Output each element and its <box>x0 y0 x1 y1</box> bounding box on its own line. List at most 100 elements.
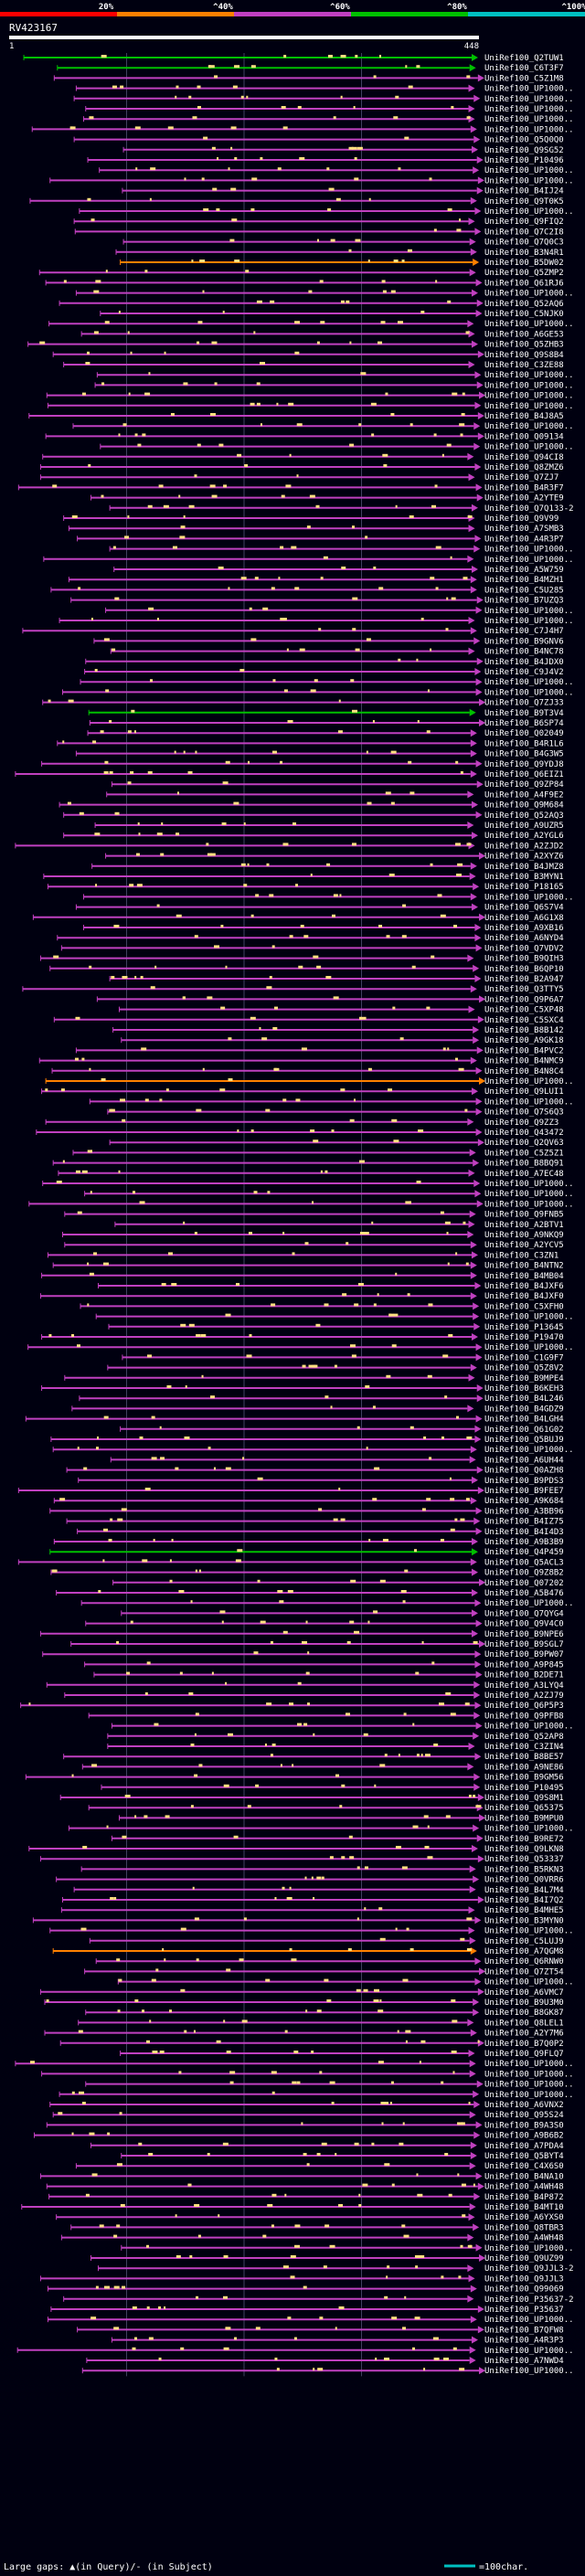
gap-mark <box>109 771 113 774</box>
gap-mark <box>346 300 350 303</box>
gap-mark <box>116 2163 122 2167</box>
hit-end-arrow <box>479 2367 485 2375</box>
hit-row: UniRef100_UP1000.. <box>79 207 574 217</box>
gap-mark <box>122 976 128 979</box>
gap-mark <box>328 187 335 191</box>
hit-row: UniRef100_A2YTE9 <box>90 493 564 504</box>
hit-end-arrow <box>474 1753 482 1761</box>
gap-mark <box>455 1415 459 1419</box>
gap-mark <box>460 771 463 774</box>
hit-label: UniRef100_A3LYQ4 <box>484 1681 564 1691</box>
hit-row: UniRef100_A2ZJ79 <box>64 1691 564 1701</box>
gap-mark <box>260 423 262 427</box>
gap-mark <box>405 65 408 69</box>
hit-label: UniRef100_A2BTV1 <box>484 1221 564 1230</box>
gap-mark <box>259 362 265 365</box>
hit-row: UniRef100_UP1000.. <box>82 893 574 902</box>
gap-mark <box>452 2347 457 2350</box>
hit-label: UniRef100_B4MHE5 <box>484 1906 564 1915</box>
gap-mark <box>398 658 401 662</box>
gap-mark <box>469 2244 473 2248</box>
gap-mark <box>320 321 325 324</box>
hit-label: UniRef100_A2YGL6 <box>484 832 564 841</box>
hit-label: UniRef100_C1G9F7 <box>484 1353 564 1362</box>
gap-mark <box>475 1805 482 1808</box>
gap-mark <box>459 2368 465 2371</box>
hit-end-arrow <box>473 1322 481 1330</box>
hit-row: UniRef100_UP1000.. <box>109 545 574 555</box>
hit-end-arrow <box>471 1476 478 1484</box>
gap-mark <box>460 433 463 437</box>
gap-mark <box>296 2081 301 2084</box>
gap-mark <box>253 331 256 334</box>
gap-mark <box>401 935 407 938</box>
hit-end-arrow <box>468 361 475 368</box>
gap-mark <box>466 1917 473 1921</box>
hit-row: UniRef100_UP1000.. <box>84 1190 574 1199</box>
gap-mark <box>113 925 120 928</box>
gap-mark <box>395 504 398 508</box>
gap-mark <box>214 382 218 386</box>
hit-label: UniRef100_B4G3W5 <box>484 750 564 759</box>
gap-mark <box>127 781 132 785</box>
gap-mark <box>437 894 442 897</box>
gap-mark <box>412 2347 416 2350</box>
hit-label: UniRef100_A2YCV5 <box>484 1241 564 1250</box>
gap-mark <box>445 1815 451 1818</box>
gap-mark <box>297 1681 302 1685</box>
hit-end-arrow <box>474 1701 482 1710</box>
hit-label: UniRef100_UP1000.. <box>484 546 574 555</box>
hit-label: UniRef100_UP1000.. <box>484 443 574 452</box>
gap-mark <box>441 2275 444 2279</box>
hit-label: UniRef100_B4PVC2 <box>484 1046 564 1055</box>
gap-mark <box>351 525 355 529</box>
gap-mark <box>198 1569 201 1573</box>
hit-label: UniRef100_Q5ACL3 <box>484 1558 564 1567</box>
gap-mark <box>200 1334 207 1337</box>
gap-mark <box>194 1232 197 1235</box>
gap-mark <box>149 197 152 201</box>
hit-end-arrow <box>473 1517 481 1525</box>
gap-mark <box>169 1559 172 1563</box>
gap-mark <box>427 1856 433 1860</box>
gap-mark <box>279 1600 284 1604</box>
gap-mark <box>395 1927 398 1931</box>
hit-end-arrow <box>468 105 475 112</box>
hit-row: UniRef100_UP1000.. <box>41 2070 574 2079</box>
hit-label: UniRef100_P18165 <box>484 883 564 892</box>
gap-mark <box>90 1191 92 1194</box>
hit-row: UniRef100_Q9M684 <box>58 800 564 811</box>
gap-mark <box>192 116 197 120</box>
hit-row: UniRef100_B7QFW8 <box>77 2326 564 2335</box>
gap-mark <box>383 2358 389 2360</box>
gap-mark <box>198 1764 203 1767</box>
gap-mark <box>197 106 201 109</box>
gap-mark <box>254 577 259 580</box>
hit-end-arrow <box>471 1548 478 1556</box>
hit-row: UniRef100_B9PW07 <box>42 1650 564 1659</box>
gap-mark <box>189 2255 193 2258</box>
gap-mark <box>147 504 153 508</box>
gap-mark <box>461 413 465 416</box>
gap-mark <box>448 2193 452 2197</box>
gap-mark <box>190 1805 194 1808</box>
gap-mark <box>374 1784 377 1787</box>
gap-mark <box>333 996 339 1000</box>
hit-end-arrow <box>473 2101 481 2108</box>
gap-mark <box>257 1477 263 1480</box>
hit-label: UniRef100_Q02049 <box>484 729 564 738</box>
gap-mark <box>209 853 216 856</box>
gap-mark <box>146 1661 151 1665</box>
hit-end-arrow <box>470 729 477 737</box>
hit-row: UniRef100_Q7Q0C3 <box>122 238 564 248</box>
gap-mark <box>363 1988 368 1992</box>
gap-mark <box>441 453 444 457</box>
hit-row: UniRef100_A2YCV5 <box>64 1241 564 1250</box>
hit-end-arrow <box>467 790 474 799</box>
gap-mark <box>223 484 228 488</box>
gap-mark <box>468 1795 472 1797</box>
hit-row: UniRef100_A9NKQ9 <box>62 1231 564 1240</box>
gap-mark <box>196 2295 199 2299</box>
gap-mark <box>318 1508 323 1511</box>
gap-mark <box>455 1252 458 1256</box>
